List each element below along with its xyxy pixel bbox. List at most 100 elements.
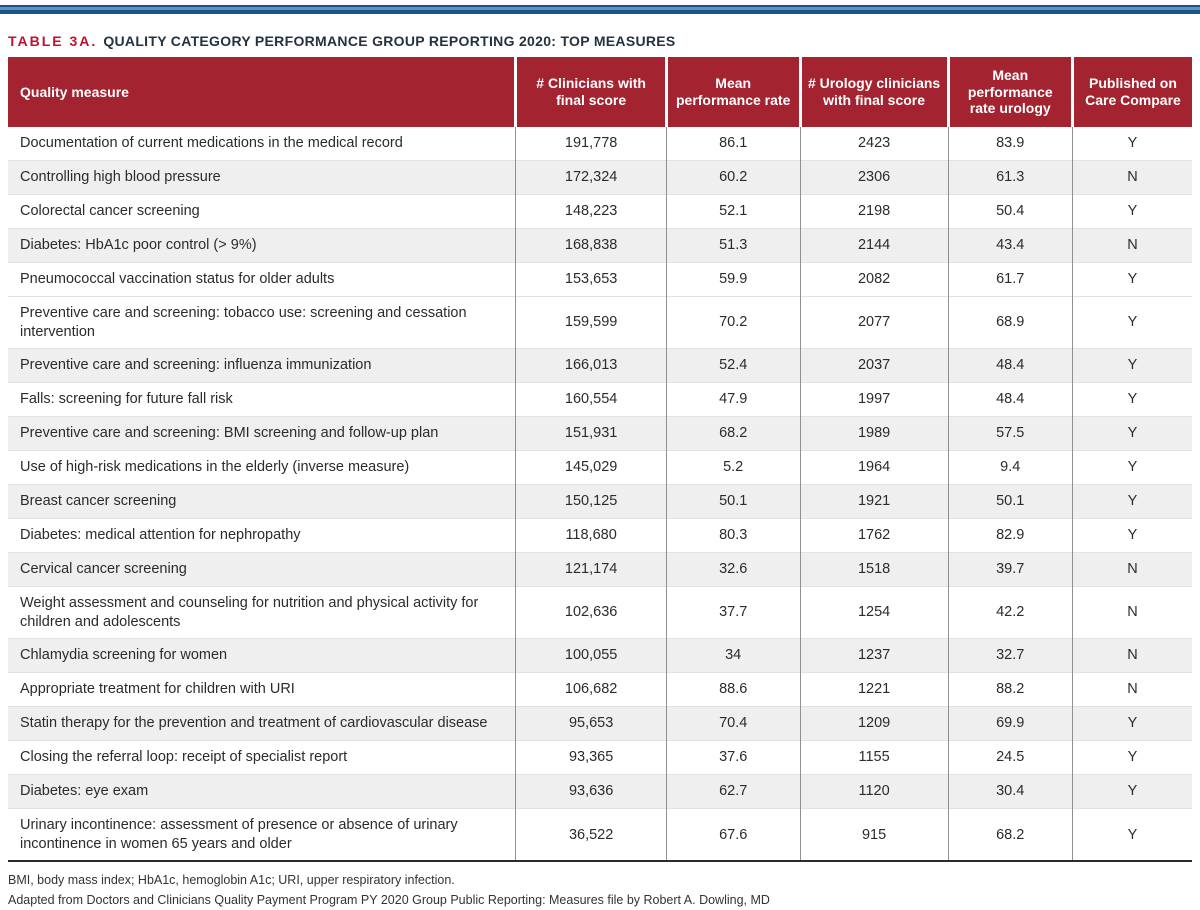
cell-published: Y	[1071, 262, 1192, 297]
cell-urology_clinicians: 915	[799, 808, 949, 862]
cell-published: Y	[1071, 518, 1192, 553]
table-row: Colorectal cancer screening 148,223 52.1 21…	[8, 194, 1192, 229]
cell-urology_clinicians: 2423	[799, 126, 949, 161]
cell-urology_clinicians: 1237	[799, 638, 949, 673]
cell-clinicians: 159,599	[515, 296, 667, 349]
table-row: Preventive care and screening: BMI scree…	[8, 416, 1192, 451]
cell-mean_rate_urology: 24.5	[947, 740, 1073, 775]
cell-published: Y	[1071, 416, 1192, 451]
cell-urology_clinicians: 1155	[799, 740, 949, 775]
cell-published: Y	[1071, 194, 1192, 229]
cell-measure: Colorectal cancer screening	[8, 194, 516, 229]
cell-urology_clinicians: 1221	[799, 672, 949, 707]
cell-published: Y	[1071, 450, 1192, 485]
cell-mean_rate_urology: 42.2	[947, 586, 1073, 639]
table-row: Diabetes: medical attention for nephropa…	[8, 518, 1192, 553]
cell-clinicians: 102,636	[515, 586, 667, 639]
cell-mean_rate_urology: 61.7	[947, 262, 1073, 297]
cell-measure: Diabetes: medical attention for nephropa…	[8, 518, 516, 553]
cell-published: Y	[1071, 382, 1192, 417]
cell-clinicians: 150,125	[515, 484, 667, 519]
cell-mean_rate_urology: 69.9	[947, 706, 1073, 741]
cell-mean_rate: 37.7	[665, 586, 801, 639]
cell-mean_rate: 80.3	[665, 518, 801, 553]
table-body: Documentation of current medications in …	[8, 126, 1192, 862]
cell-mean_rate: 70.2	[665, 296, 801, 349]
cell-clinicians: 191,778	[515, 126, 667, 161]
table-row: Closing the referral loop: receipt of sp…	[8, 740, 1192, 775]
cell-measure: Breast cancer screening	[8, 484, 516, 519]
cell-published: Y	[1071, 808, 1192, 862]
cell-clinicians: 106,682	[515, 672, 667, 707]
cell-mean_rate: 52.4	[665, 348, 801, 383]
cell-mean_rate: 88.6	[665, 672, 801, 707]
cell-measure: Falls: screening for future fall risk	[8, 382, 516, 417]
cell-mean_rate_urology: 83.9	[947, 126, 1073, 161]
table-row: Documentation of current medications in …	[8, 126, 1192, 161]
cell-urology_clinicians: 2306	[799, 160, 949, 195]
column-header-measure: Quality measure	[8, 57, 516, 127]
cell-clinicians: 160,554	[515, 382, 667, 417]
cell-measure: Use of high-risk medications in the elde…	[8, 450, 516, 485]
cell-mean_rate_urology: 88.2	[947, 672, 1073, 707]
cell-measure: Documentation of current medications in …	[20, 135, 403, 152]
cell-urology_clinicians: 1997	[799, 382, 949, 417]
cell-clinicians: 145,029	[515, 450, 667, 485]
cell-clinicians: 151,931	[515, 416, 667, 451]
cell-mean_rate_urology: 68.2	[947, 808, 1073, 862]
table-row: Use of high-risk medications in the elde…	[8, 450, 1192, 485]
cell-published: N	[1071, 672, 1192, 707]
table-row: Pneumococcal vaccination status for olde…	[8, 262, 1192, 297]
column-header-mean_rate_urology: Mean performance rate urology	[946, 57, 1073, 127]
cell-measure: Diabetes: HbA1c poor control (> 9%)	[8, 228, 516, 263]
cell-urology_clinicians: 2077	[799, 296, 949, 349]
cell-clinicians: 121,174	[515, 552, 667, 587]
cell-mean_rate_urology: 50.4	[947, 194, 1073, 229]
cell-published: Y	[1071, 484, 1192, 519]
cell-mean_rate: 5.2	[665, 450, 801, 485]
top-accent-bar	[0, 5, 1200, 14]
table-title: TABLE 3A. QUALITY CATEGORY PERFORMANCE GR…	[8, 0, 1192, 49]
cell-measure: Preventive care and screening: tobacco u…	[8, 296, 516, 349]
cell-urology_clinicians: 2198	[799, 194, 949, 229]
cell-urology_clinicians: 1989	[799, 416, 949, 451]
table-row: Urinary incontinence: assessment of pres…	[8, 808, 1192, 862]
table-row: Preventive care and screening: tobacco u…	[8, 296, 1192, 349]
cell-mean_rate: 34	[665, 638, 801, 673]
cell-published: N	[1071, 552, 1192, 587]
cell-mean_rate_urology: 50.1	[947, 484, 1073, 519]
footnote-abbreviations: BMI, body mass index; HbA1c, hemoglobin …	[8, 873, 455, 888]
cell-urology_clinicians: 1762	[799, 518, 949, 553]
column-header-clinicians: # Clinicians with final score	[514, 57, 667, 127]
cell-measure: Cervical cancer screening	[8, 552, 516, 587]
cell-mean_rate_urology: 32.7	[947, 638, 1073, 673]
cell-published: Y	[1071, 126, 1192, 161]
cell-urology_clinicians: 1921	[799, 484, 949, 519]
table-row: Controlling high blood pressure 172,324 60…	[8, 160, 1192, 195]
cell-clinicians: 100,055	[515, 638, 667, 673]
cell-mean_rate: 70.4	[665, 706, 801, 741]
cell-urology_clinicians: 2037	[799, 348, 949, 383]
cell-published: N	[1071, 638, 1192, 673]
table-row: Weight assessment and counseling for nut…	[8, 586, 1192, 639]
cell-published: N	[1071, 160, 1192, 195]
table-row: Cervical cancer screening 121,174 32.6 1518…	[8, 552, 1192, 587]
table-row: Diabetes: eye exam 93,636 62.7 1120 30.4 Y	[8, 774, 1192, 809]
cell-measure: Chlamydia screening for women	[8, 638, 516, 673]
cell-measure: Urinary incontinence: assessment of pres…	[8, 808, 516, 862]
cell-mean_rate: 62.7	[665, 774, 801, 809]
cell-measure: Appropriate treatment for children with …	[8, 672, 516, 707]
cell-measure: Statin therapy for the prevention and tr…	[8, 706, 516, 741]
cell-clinicians: 95,653	[515, 706, 667, 741]
cell-mean_rate: 37.6	[665, 740, 801, 775]
cell-urology_clinicians: 2144	[799, 228, 949, 263]
footnotes: BMI, body mass index; HbA1c, hemoglobin …	[8, 871, 1192, 910]
table-header-row: Quality measure # Clinicians with final s…	[8, 57, 1192, 127]
column-header-urology_clinicians: # Urology clinicians with final score	[798, 57, 949, 127]
cell-clinicians: 153,653	[515, 262, 667, 297]
cell-published: Y	[1071, 706, 1192, 741]
cell-mean_rate: 47.9	[665, 382, 801, 417]
cell-published: Y	[1071, 296, 1192, 349]
column-header-mean_rate: Mean performance rate	[664, 57, 801, 127]
